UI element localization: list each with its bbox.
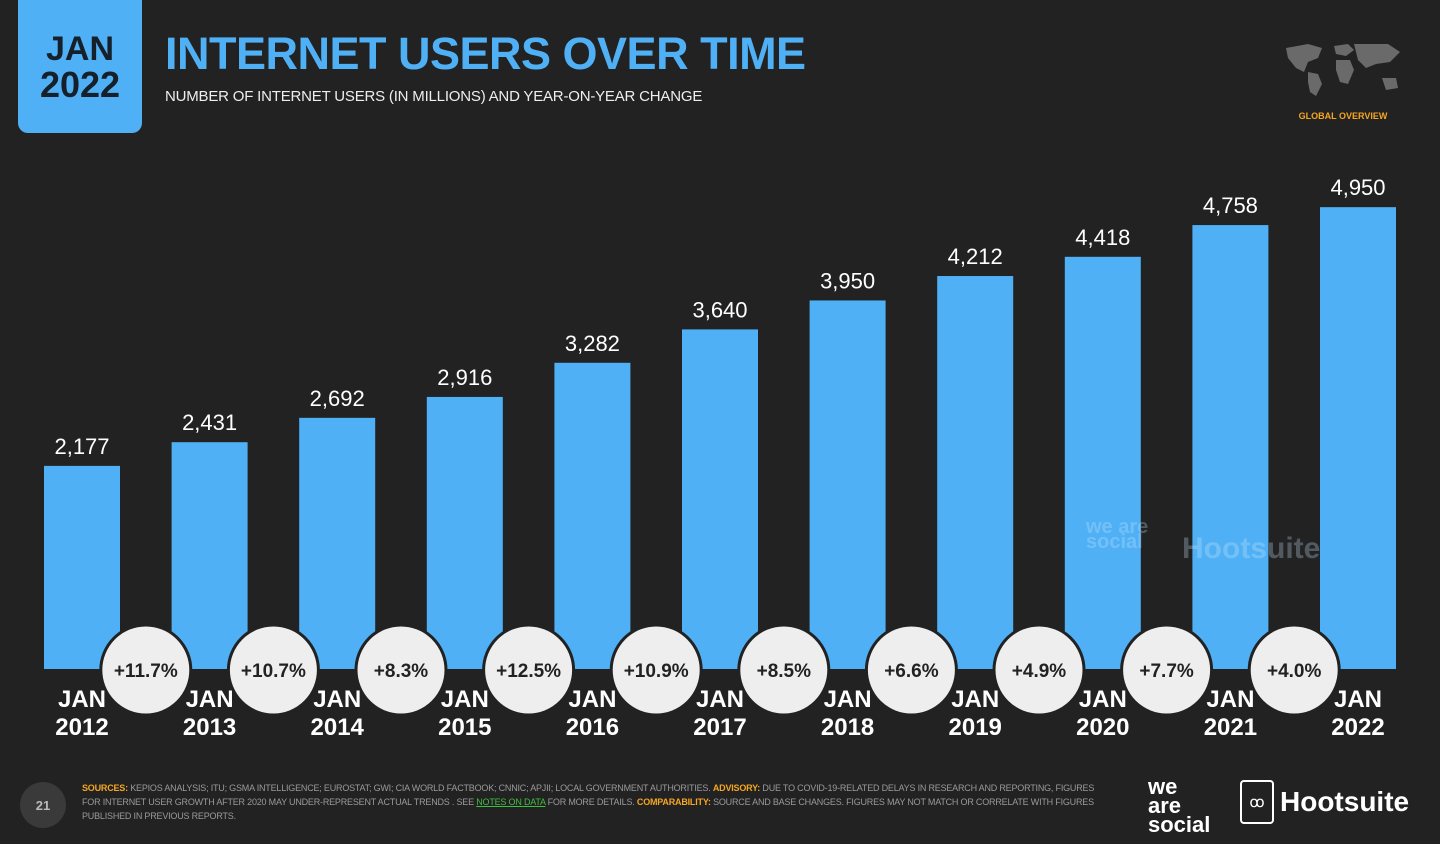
bar-2021 bbox=[1192, 225, 1269, 669]
yoy-change-badge-10 bbox=[1247, 623, 1341, 717]
footnote: SOURCES: KEPIOS ANALYSIS; ITU; GSMA INTE… bbox=[82, 781, 1102, 823]
advisory-text: DUE TO COVID-19-RELATED DELAYS IN RESEAR… bbox=[82, 783, 1095, 807]
watermark-we-are-social: we are social bbox=[1086, 516, 1149, 553]
hootsuite-logo: ꝏ Hootsuite bbox=[1240, 780, 1409, 824]
value-label-2013: 2,431 bbox=[182, 410, 237, 435]
bar-2016 bbox=[554, 362, 631, 669]
yoy-change-badge-5 bbox=[609, 623, 703, 717]
yoy-change-label-4: +12.5% bbox=[496, 661, 561, 682]
tick-label-month-2018: JAN bbox=[824, 686, 872, 713]
date-badge: JAN 2022 bbox=[18, 0, 142, 133]
tick-label-month-2017: JAN bbox=[696, 686, 744, 713]
yoy-change-badge-2 bbox=[226, 623, 320, 717]
tick-label-month-2021: JAN bbox=[1206, 686, 1254, 713]
yoy-change-label-9: +7.7% bbox=[1139, 661, 1194, 682]
watermark: we are social Hootsuite bbox=[1086, 516, 1320, 565]
yoy-change-badge-7 bbox=[864, 623, 958, 717]
value-label-2018: 3,950 bbox=[820, 268, 875, 293]
sources-label: SOURCES: bbox=[82, 783, 128, 793]
yoy-change-label-5: +10.9% bbox=[624, 661, 689, 682]
page-subtitle: NUMBER OF INTERNET USERS (IN MILLIONS) A… bbox=[165, 88, 703, 105]
tick-label-year-2017: 2017 bbox=[693, 714, 746, 741]
tick-label-month-2020: JAN bbox=[1079, 686, 1127, 713]
tick-label-month-2013: JAN bbox=[186, 686, 234, 713]
yoy-change-badge-3 bbox=[354, 623, 448, 717]
page-title: INTERNET USERS OVER TIME bbox=[165, 28, 806, 79]
we-are-social-logo: we are social bbox=[1148, 774, 1211, 837]
tick-label-year-2016: 2016 bbox=[566, 714, 619, 741]
tick-label-month-2022: JAN bbox=[1334, 686, 1382, 713]
yoy-change-badge-8 bbox=[992, 623, 1086, 717]
tick-label-month-2019: JAN bbox=[951, 686, 999, 713]
value-label-2020: 4,418 bbox=[1075, 225, 1130, 250]
comparability-label: COMPARABILITY: bbox=[636, 797, 711, 807]
global-overview-label: GLOBAL OVERVIEW bbox=[1298, 111, 1388, 121]
page-number: 21 bbox=[20, 782, 66, 828]
tick-label-month-2016: JAN bbox=[568, 686, 616, 713]
bar-2013 bbox=[171, 442, 248, 669]
value-label-2019: 4,212 bbox=[948, 244, 1003, 269]
comparability-text: SOURCE AND BASE CHANGES. FIGURES MAY NOT… bbox=[82, 797, 1094, 821]
bar-2012 bbox=[44, 465, 120, 669]
tick-label-year-2018: 2018 bbox=[821, 714, 874, 741]
yoy-change-badge-1 bbox=[99, 623, 193, 717]
bar-2014 bbox=[299, 417, 376, 669]
value-label-2014: 2,692 bbox=[310, 386, 365, 411]
world-map-icon bbox=[1286, 44, 1400, 96]
yoy-change-label-2: +10.7% bbox=[241, 661, 306, 682]
brand-word-social: social bbox=[1148, 812, 1211, 837]
brand-word-are: are bbox=[1148, 793, 1182, 818]
notes-on-data-link[interactable]: NOTES ON DATA bbox=[476, 797, 546, 807]
owl-icon: ꝏ bbox=[1240, 780, 1274, 824]
hootsuite-wordmark: Hootsuite bbox=[1280, 786, 1410, 817]
bar-2018 bbox=[809, 300, 886, 669]
value-label-2015: 2,916 bbox=[437, 365, 492, 390]
brand-word-we: we bbox=[1148, 774, 1178, 799]
tick-label-year-2021: 2021 bbox=[1204, 714, 1257, 741]
badge-year: 2022 bbox=[39, 64, 121, 105]
bar-2017 bbox=[682, 329, 758, 669]
tick-label-month-2014: JAN bbox=[313, 686, 361, 713]
notes-after-text: FOR MORE DETAILS. bbox=[547, 797, 635, 807]
sources-text: KEPIOS ANALYSIS; ITU; GSMA INTELLIGENCE;… bbox=[130, 783, 711, 793]
yoy-change-label-6: +8.5% bbox=[757, 661, 812, 682]
tick-label-year-2015: 2015 bbox=[438, 714, 491, 741]
tick-label-year-2020: 2020 bbox=[1076, 714, 1129, 741]
yoy-change-label-7: +6.6% bbox=[884, 661, 939, 682]
yoy-change-badge-9 bbox=[1120, 623, 1214, 717]
value-label-2012: 2,177 bbox=[54, 434, 109, 459]
badge-month: JAN bbox=[45, 30, 115, 68]
tick-label-year-2019: 2019 bbox=[949, 714, 1002, 741]
yoy-change-badge-4 bbox=[482, 623, 576, 717]
bar-2022 bbox=[1320, 207, 1396, 670]
yoy-change-label-1: +11.7% bbox=[114, 661, 178, 682]
advisory-label: ADVISORY: bbox=[712, 783, 761, 793]
tick-label-month-2012: JAN bbox=[58, 686, 106, 713]
bar-2015 bbox=[426, 396, 503, 669]
value-label-2016: 3,282 bbox=[565, 331, 620, 356]
tick-label-year-2013: 2013 bbox=[183, 714, 236, 741]
tick-label-year-2012: 2012 bbox=[55, 714, 108, 741]
yoy-change-badge-6 bbox=[737, 623, 831, 717]
yoy-change-label-3: +8.3% bbox=[374, 661, 429, 682]
value-label-2021: 4,758 bbox=[1203, 193, 1258, 218]
tick-label-year-2022: 2022 bbox=[1331, 714, 1384, 741]
bar-2019 bbox=[937, 276, 1014, 669]
tick-label-month-2015: JAN bbox=[441, 686, 489, 713]
watermark-hootsuite: Hootsuite bbox=[1182, 532, 1321, 565]
bar-2020 bbox=[1064, 256, 1141, 669]
yoy-change-label-8: +4.9% bbox=[1012, 661, 1067, 682]
value-label-2017: 3,640 bbox=[692, 297, 747, 322]
yoy-change-label-10: +4.0% bbox=[1267, 661, 1322, 682]
tick-label-year-2014: 2014 bbox=[311, 714, 365, 741]
value-label-2022: 4,950 bbox=[1330, 175, 1385, 200]
